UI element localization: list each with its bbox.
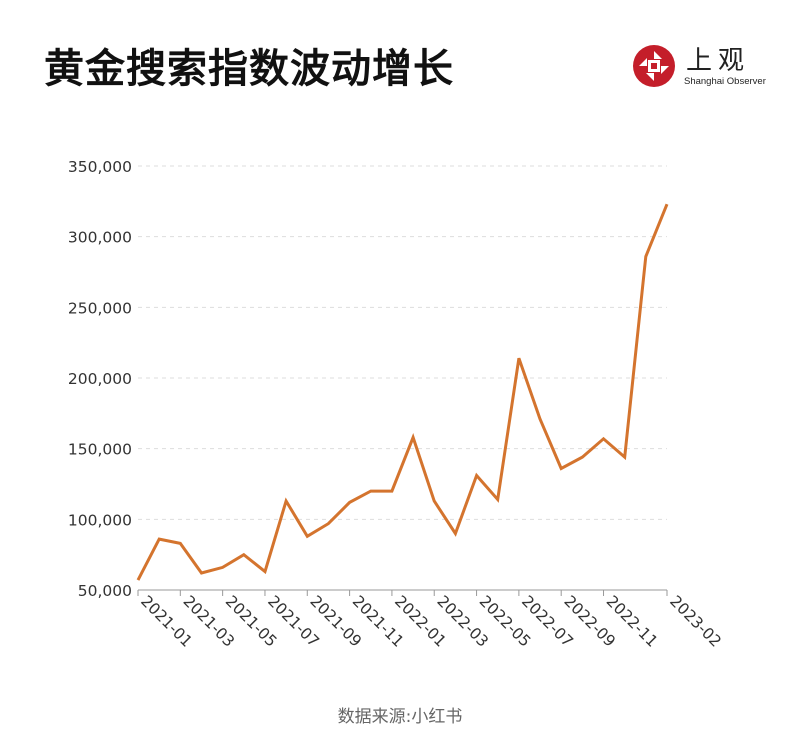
grid-lines — [138, 165, 667, 520]
y-tick-label: 100,000 — [68, 511, 132, 529]
y-tick-label: 300,000 — [68, 229, 132, 247]
y-tick-label: 50,000 — [78, 582, 132, 600]
y-tick-label: 200,000 — [68, 370, 132, 388]
brand-subtitle: Shanghai Observer — [684, 76, 766, 87]
x-tick-labels: 2021-012021-032021-052021-072021-092021-… — [137, 592, 725, 651]
y-tick-labels: 50,000 100,000 150,000 200,000 250,000 300,00… — [68, 158, 132, 600]
shanghai-observer-logo-icon — [633, 45, 675, 87]
x-tick-label: 2023-02 — [666, 592, 725, 651]
y-tick-label: 150,000 — [68, 441, 132, 459]
axes — [137, 589, 668, 596]
chart-title: 黄金搜索指数波动增长 — [44, 46, 454, 92]
data-source: 数据来源:小红书 — [337, 707, 463, 727]
y-tick-label: 350,000 — [68, 158, 132, 176]
brand-name: 上观 — [686, 46, 751, 76]
brand-logo: 上观 Shanghai Observer — [632, 44, 772, 94]
series-line — [136, 203, 669, 581]
series-layer — [136, 203, 669, 581]
y-tick-label: 250,000 — [68, 299, 132, 317]
